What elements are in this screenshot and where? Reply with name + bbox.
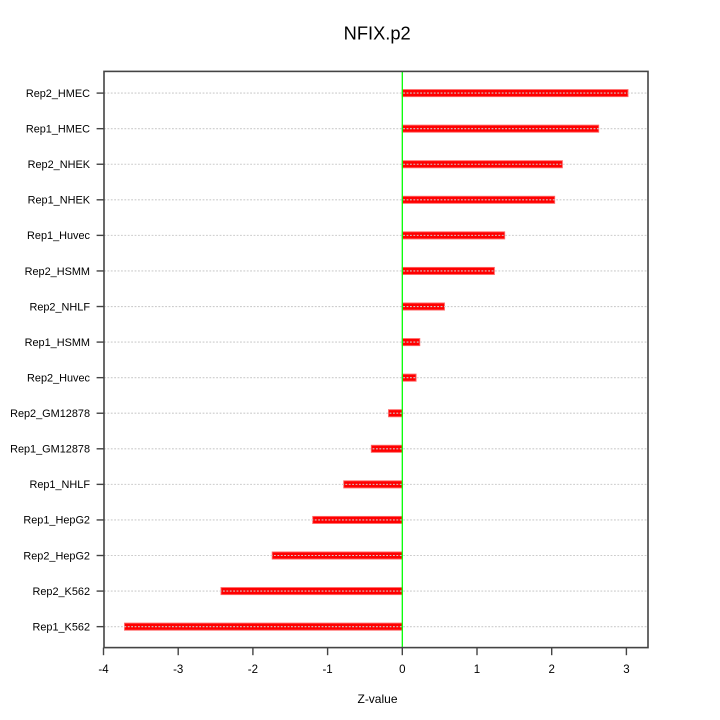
svg-text:Rep2_NHLF: Rep2_NHLF	[29, 301, 90, 313]
svg-text:Rep1_HSMM: Rep1_HSMM	[25, 337, 90, 349]
svg-text:Rep1_HMEC: Rep1_HMEC	[26, 123, 90, 135]
svg-text:3: 3	[623, 664, 629, 676]
svg-text:Rep1_NHLF: Rep1_NHLF	[29, 479, 90, 491]
svg-text:Rep2_HMEC: Rep2_HMEC	[26, 88, 90, 100]
svg-text:-2: -2	[248, 664, 258, 676]
svg-text:NFIX.p2: NFIX.p2	[344, 23, 411, 44]
svg-text:Rep1_K562: Rep1_K562	[32, 621, 90, 633]
svg-text:1: 1	[474, 664, 480, 676]
svg-text:0: 0	[399, 664, 405, 676]
svg-text:Z-value: Z-value	[357, 692, 397, 706]
svg-text:Rep1_NHEK: Rep1_NHEK	[28, 195, 91, 207]
svg-text:-4: -4	[98, 664, 109, 676]
svg-text:Rep1_GM12878: Rep1_GM12878	[10, 444, 90, 456]
svg-text:Rep2_K562: Rep2_K562	[32, 586, 90, 598]
svg-text:Rep2_NHEK: Rep2_NHEK	[28, 159, 91, 171]
svg-text:-3: -3	[173, 664, 183, 676]
svg-text:Rep1_HepG2: Rep1_HepG2	[23, 515, 90, 527]
svg-text:Rep2_HSMM: Rep2_HSMM	[25, 266, 90, 278]
svg-text:Rep2_GM12878: Rep2_GM12878	[10, 408, 90, 420]
svg-text:Rep1_Huvec: Rep1_Huvec	[27, 230, 91, 242]
svg-text:2: 2	[548, 664, 554, 676]
svg-text:-1: -1	[322, 664, 332, 676]
svg-text:Rep2_HepG2: Rep2_HepG2	[23, 550, 90, 562]
svg-text:Rep2_Huvec: Rep2_Huvec	[27, 372, 91, 384]
